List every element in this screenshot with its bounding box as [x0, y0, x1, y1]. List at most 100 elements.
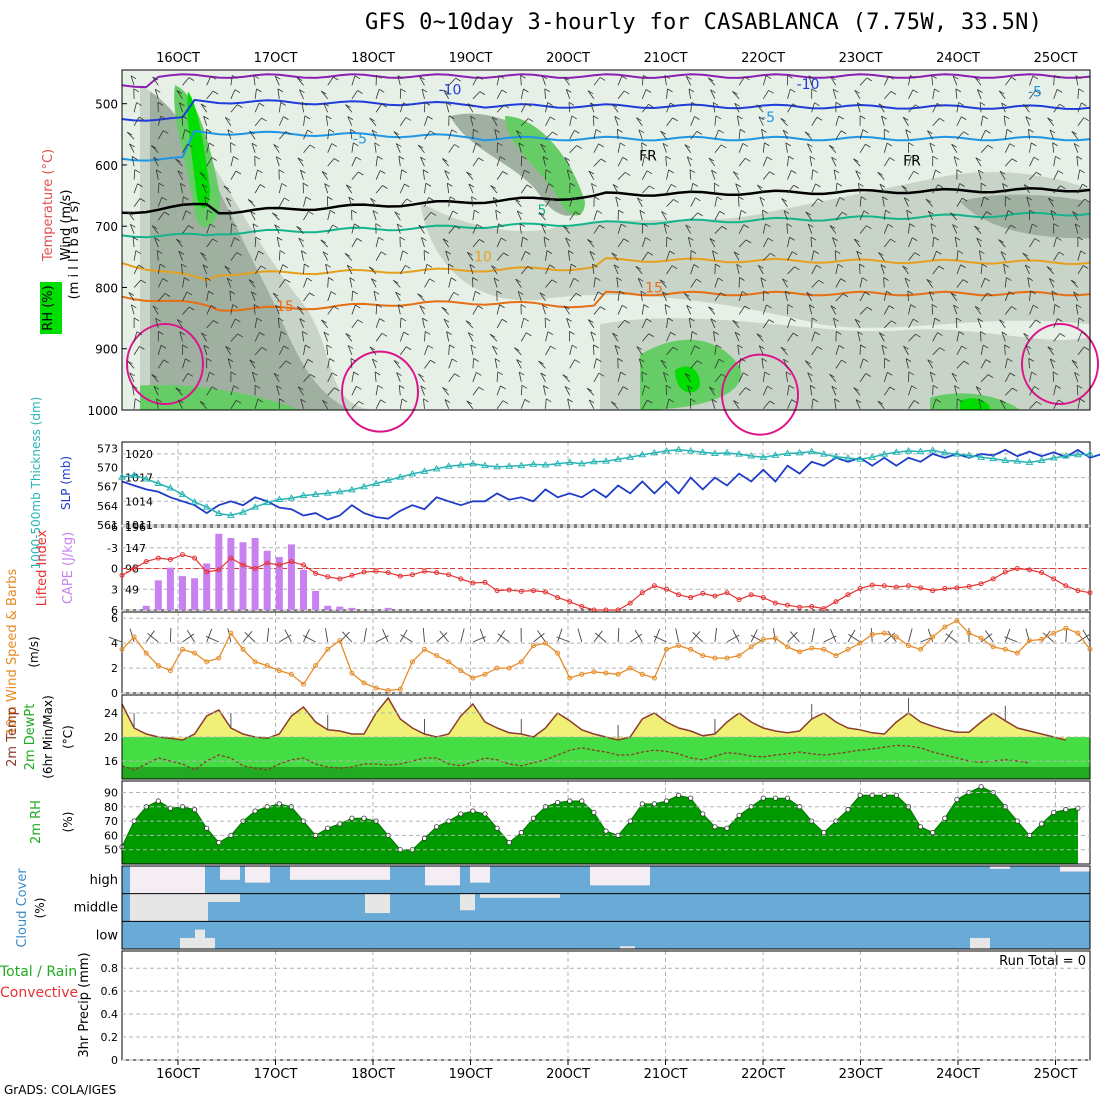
wind-barb-flag [234, 89, 241, 94]
wind-barb-flag [350, 128, 356, 133]
wind-barb-flag [855, 170, 861, 175]
wind-barb-flag [959, 183, 965, 187]
wind-barb-flag [405, 117, 412, 121]
thickness-point [602, 457, 610, 464]
wind-barb [760, 277, 764, 288]
thickness-point [698, 448, 707, 455]
rh-legend-swatch [40, 282, 62, 334]
wind-barb-10m [675, 628, 680, 643]
rh2m-point [603, 828, 609, 834]
wind-barb-flag [524, 169, 530, 174]
wind-barb-flag [930, 223, 937, 228]
wind-barb [1029, 223, 1033, 234]
wind-barb-flag [372, 358, 378, 363]
wind-barb [542, 304, 546, 315]
wind-barb-flag [454, 225, 461, 230]
cloud-clear-patch [208, 893, 240, 902]
wind-barb [932, 318, 936, 328]
wind-barb-flag [155, 317, 161, 322]
wind-barb [927, 359, 934, 369]
wind-barb [952, 224, 958, 234]
wind-barb [641, 89, 647, 99]
wind-barb-10m [460, 628, 465, 643]
wind-barb [346, 264, 353, 275]
wind-barb-flag [962, 279, 969, 283]
wind-barb [201, 332, 208, 342]
wind-barb-flag [494, 358, 501, 362]
wind-barb [517, 291, 522, 302]
wind-barb [859, 196, 862, 207]
thickness-point [299, 491, 308, 499]
wind-barb-10m [375, 635, 389, 643]
wind-barb-flag [1026, 196, 1032, 201]
wind-barb-flag [130, 75, 137, 80]
wind-barb [908, 318, 914, 329]
wind-barb-10m [787, 631, 798, 643]
wind-barb [569, 293, 577, 302]
wind-barb-flag [759, 345, 765, 350]
wind-barb-flag [888, 75, 894, 80]
wind-barb-flag [1078, 317, 1085, 322]
wind-barb [520, 332, 527, 342]
wind-barb [297, 386, 304, 396]
wind-barb [278, 331, 282, 342]
wind-barb-flag [977, 89, 983, 93]
wind-barb [441, 306, 449, 315]
cape-bar [154, 580, 162, 610]
wind-barb-flag [374, 371, 381, 376]
wind-barb-flag [975, 386, 982, 390]
wind-barb-flag [538, 212, 545, 216]
thickness-point [735, 450, 743, 457]
wind-barb-flag [902, 265, 908, 270]
wind-barb [787, 318, 791, 329]
wind-barb [1003, 264, 1006, 275]
wind-barb-10m [848, 633, 861, 643]
wind-barb [1029, 401, 1037, 410]
wind-barb-flag [743, 224, 750, 229]
wind-barb [787, 266, 795, 275]
wind-barb [567, 250, 571, 261]
wind-barb [811, 183, 816, 194]
li-point [204, 569, 210, 575]
wind-barb-flag [306, 277, 313, 282]
wind-barb [157, 211, 165, 221]
time-label-top: 24OCT [936, 51, 980, 66]
wind-barb-flag [323, 102, 329, 107]
wind-barb-flag [687, 156, 693, 161]
wind-barb-flag [396, 143, 402, 147]
wind10-point [555, 650, 561, 656]
wind-barb-flag [225, 346, 231, 350]
wind-barb [223, 185, 232, 194]
wind-barb [735, 183, 740, 194]
wind-barb-flag [1035, 319, 1041, 324]
wind-barb-flag [281, 183, 287, 187]
wind-barb-flag [981, 263, 988, 268]
wind-barb-flag [230, 142, 236, 147]
wind-barb [1047, 117, 1055, 126]
wind-barb-flag [765, 223, 771, 228]
wind-barb-flag [1002, 183, 1008, 187]
footer-credit: GrADS: COLA/IGES [4, 1083, 117, 1097]
wind-barb-flag [1055, 385, 1061, 389]
wind-barb-flag [523, 317, 529, 322]
wind-barb [610, 401, 619, 410]
wind-barb-flag [568, 101, 575, 106]
wind-barb [424, 331, 426, 342]
wind-barb-flag [644, 385, 650, 389]
wind-barb [953, 304, 958, 315]
wind-barb [787, 185, 794, 194]
wind-barb [133, 169, 136, 180]
wind-barb-flag [418, 224, 425, 229]
wind-barb [883, 157, 890, 167]
wind-barb [593, 277, 596, 288]
thickness-point [432, 464, 441, 472]
wind-barb [472, 224, 478, 234]
li-point [978, 581, 984, 587]
wind-barb-flag [662, 142, 669, 147]
wind-barb-flag [526, 184, 533, 189]
wind-barb-flag [252, 371, 258, 376]
wind-barb-flag [719, 210, 725, 215]
wind-barb-flag [127, 360, 133, 365]
wind-barb [806, 292, 813, 302]
wind-barb-flag [643, 75, 649, 79]
